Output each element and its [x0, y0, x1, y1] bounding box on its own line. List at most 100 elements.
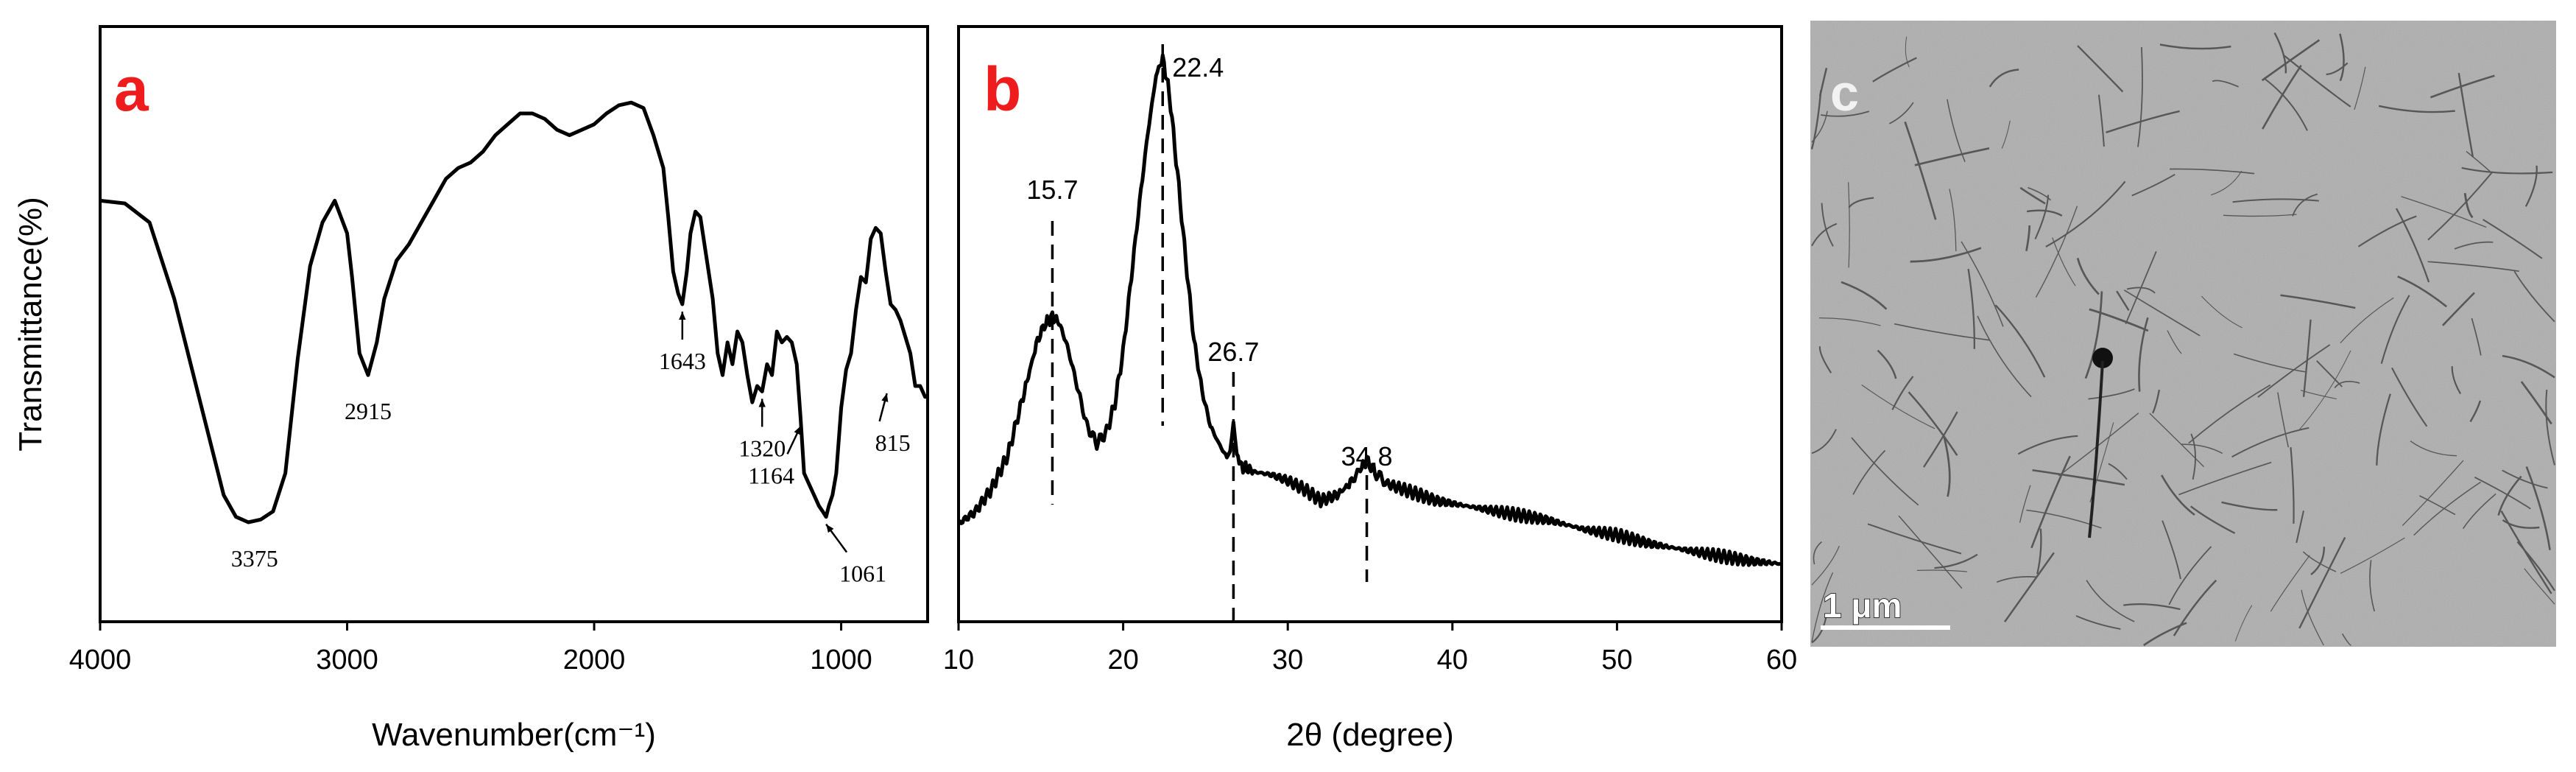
- tem-fiber: [2524, 568, 2555, 605]
- tem-fiber: [2395, 208, 2430, 283]
- tem-fiber: [1811, 572, 1834, 642]
- tem-fiber: [2263, 77, 2308, 131]
- tem-fiber: [2026, 509, 2102, 529]
- tem-fiber: [1961, 241, 2004, 327]
- tem-fiber: [2401, 196, 2487, 228]
- tem-fiber: [2413, 481, 2482, 536]
- panel-b-x-tick-label: 40: [1437, 645, 1468, 676]
- tem-fiber: [2469, 400, 2482, 423]
- panel-a-annotation-label: 815: [875, 429, 911, 456]
- panel-a-annotation-label: 1061: [839, 561, 886, 587]
- tem-fiber: [1877, 349, 1897, 379]
- tem-fiber: [2003, 552, 2055, 622]
- tem-fiber: [1861, 385, 1935, 429]
- tem-fiber: [2524, 165, 2538, 207]
- tem-fiber: [1894, 323, 1990, 341]
- panel-a-ftir-line: [100, 100, 928, 524]
- tem-fiber: [2151, 389, 2161, 414]
- panel-b-xrd: b 10 20 30 40 50 60 15.7 22.4 26.7 34.8 2θ (degr…: [943, 25, 1797, 753]
- tem-fiber: [1989, 69, 2019, 88]
- tem-fiber: [2466, 151, 2491, 173]
- tem-fiber: [2137, 46, 2143, 147]
- tem-fiber: [2270, 555, 2310, 612]
- tem-fiber: [2221, 501, 2278, 511]
- tem-fiber: [1821, 203, 1834, 247]
- tem-fiber: [2231, 427, 2309, 458]
- tem-fiber: [2497, 475, 2522, 516]
- tem-fiber: [2261, 39, 2321, 82]
- tem-fiber: [1967, 268, 1975, 349]
- tem-fiber: [2138, 317, 2149, 392]
- tem-fiber: [1908, 391, 1958, 456]
- panel-b-x-tick-label: 60: [1766, 645, 1797, 676]
- tem-fiber: [2123, 290, 2201, 337]
- tem-fiber: [2402, 460, 2464, 526]
- panel-a-annotation-arrowhead: [794, 426, 801, 435]
- tem-fiber: [1851, 437, 1919, 506]
- tem-fiber: [2397, 276, 2448, 308]
- tem-fiber: [2257, 344, 2331, 398]
- tem-fiber: [2277, 392, 2290, 448]
- scale-bar-label: 1 μm: [1823, 586, 1902, 625]
- panel-a-x-tick-label: 4000: [69, 645, 132, 676]
- tem-nanofibers: [1810, 32, 2555, 647]
- tem-fiber: [2232, 198, 2319, 203]
- tem-fiber: [1811, 545, 1840, 586]
- tem-fiber: [2052, 237, 2076, 287]
- tem-fiber: [1916, 569, 1967, 572]
- tem-fiber: [2116, 290, 2130, 312]
- tem-fiber: [1905, 36, 1910, 68]
- tem-fiber: [2339, 33, 2345, 82]
- panel-b-peak-label: 15.7: [1026, 175, 1078, 205]
- tem-fiber: [2159, 43, 2231, 50]
- tem-fiber: [2167, 330, 2182, 354]
- tem-fiber: [1977, 315, 2032, 398]
- tem-fiber: [2032, 469, 2125, 486]
- tem-fiber: [2299, 350, 2351, 430]
- tem-fiber: [1811, 429, 1837, 455]
- panel-a-annotation-label: 2915: [345, 398, 392, 424]
- panel-b-x-tick-label: 30: [1272, 645, 1303, 676]
- panel-b-x-ticks: 10 20 30 40 50 60: [943, 622, 1797, 676]
- tem-fiber: [2028, 186, 2051, 201]
- tem-fiber: [2296, 510, 2305, 544]
- tem-fiber: [1904, 121, 1937, 220]
- panel-a-x-axis-label: Wavenumber(cm⁻¹): [372, 717, 656, 753]
- panel-a-y-axis-label: Transmittance(%): [13, 197, 49, 452]
- panel-b-peak-label: 26.7: [1207, 337, 1259, 367]
- tem-fiber: [2391, 367, 2428, 427]
- tem-fiber: [1852, 449, 1886, 495]
- panel-a-annotation-label: 3375: [231, 545, 278, 572]
- tem-fiber: [1820, 110, 1870, 117]
- tem-fiber: [2545, 389, 2555, 466]
- tem-fiber: [2201, 295, 2242, 329]
- panel-b-x-axis-label: 2θ (degree): [1286, 717, 1453, 753]
- panel-a-annotation-arrowhead: [826, 524, 834, 533]
- panel-a-annotation-arrowhead: [881, 393, 889, 402]
- tem-fiber: [2168, 546, 2212, 606]
- tem-fiber: [2474, 476, 2531, 510]
- tem-fiber: [2211, 170, 2242, 196]
- tem-fiber: [1818, 68, 1828, 96]
- tem-fiber: [2483, 219, 2543, 259]
- panel-a-x-tick-label: 2000: [563, 645, 626, 676]
- tem-fiber: [2058, 413, 2139, 477]
- tem-fiber: [1996, 576, 2036, 583]
- tem-fiber: [1818, 317, 1881, 326]
- tem-fiber: [1810, 90, 1822, 150]
- tem-fiber: [2341, 633, 2351, 646]
- tem-fiber: [2502, 469, 2548, 489]
- tem-fiber: [2190, 433, 2196, 480]
- tem-fiber: [2273, 32, 2287, 74]
- tem-fiber: [2126, 287, 2156, 294]
- tem-fiber: [2086, 580, 2135, 622]
- tem-fiber: [1949, 189, 1957, 252]
- tem-fiber: [1923, 411, 1958, 468]
- tem-fiber: [2525, 466, 2551, 550]
- tem-fiber: [2292, 193, 2318, 217]
- tem-fiber: [2427, 261, 2519, 273]
- tem-fiber: [2463, 193, 2474, 219]
- panel-a-x-tick-label: 1000: [810, 645, 872, 676]
